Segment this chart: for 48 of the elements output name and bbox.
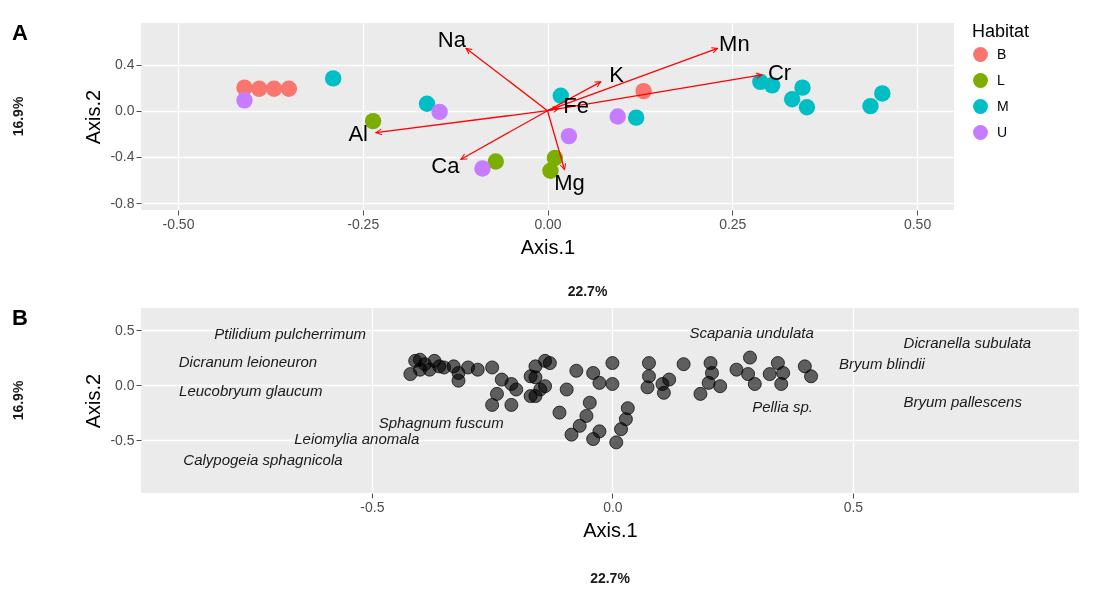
y-axis-title: Axis.2 [82, 373, 105, 429]
legend-label: M [997, 97, 1009, 114]
annotation: Bryum blindii [839, 354, 926, 372]
x-tick-label: 0.00 [534, 215, 562, 232]
annotation: Calypogeia sphagnicola [183, 450, 343, 468]
series-label: Mg [554, 170, 585, 196]
annotation: Sphagnum fuscum [378, 413, 504, 431]
legend-label: U [997, 123, 1008, 140]
chart-title: A [12, 20, 28, 45]
text: 22.7% [567, 283, 608, 299]
text: 16.9% [10, 96, 26, 137]
annotation: Ptilidium pulcherrimum [214, 324, 366, 342]
y-tick-label: 0.5 [115, 321, 135, 338]
annotation: Leiomylia anomala [294, 430, 420, 448]
y-tick-label: 0.0 [115, 376, 135, 393]
x-tick-label: 0.50 [903, 215, 932, 232]
annotation: Leucobryum glaucum [179, 382, 323, 400]
x-tick-label: 0.0 [603, 498, 623, 515]
chart-title: B [12, 305, 28, 330]
legend-label: L [997, 71, 1005, 88]
annotation: Dicranum leioneuron [178, 352, 318, 370]
x-axis-title: Axis.1 [520, 235, 576, 258]
x-tick-label: 0.25 [719, 215, 747, 232]
x-tick-label: 0.5 [843, 498, 864, 515]
y-tick-label: 0.0 [115, 102, 135, 119]
series-label: Cr [767, 59, 792, 85]
text: 22.7% [590, 570, 631, 586]
series-label: Al [348, 121, 368, 147]
y-tick-label: -0.8 [110, 194, 135, 211]
series-label: Na [437, 26, 467, 52]
x-tick-label: -0.50 [162, 215, 195, 232]
annotation: Pellia sp. [752, 397, 814, 415]
text: 16.9% [10, 380, 26, 421]
series-label: Mn [719, 30, 750, 56]
annotation: Bryum pallescens [903, 393, 1023, 411]
series-label: Ca [431, 153, 461, 179]
series-label: K [609, 62, 625, 88]
legend-title: Habitat [972, 21, 1030, 41]
x-axis-title: Axis.1 [583, 518, 638, 541]
x-tick-label: -0.25 [347, 215, 380, 232]
y-tick-label: -0.5 [110, 431, 135, 448]
y-tick-label: 0.4 [115, 56, 135, 73]
x-tick-label: -0.5 [360, 498, 385, 515]
annotation: Dicranella subulata [903, 334, 1032, 352]
y-axis-title: Axis.2 [82, 89, 105, 145]
annotation: Scapania undulata [689, 323, 814, 341]
y-tick-label: -0.4 [110, 148, 135, 165]
legend-label: B [997, 45, 1007, 62]
